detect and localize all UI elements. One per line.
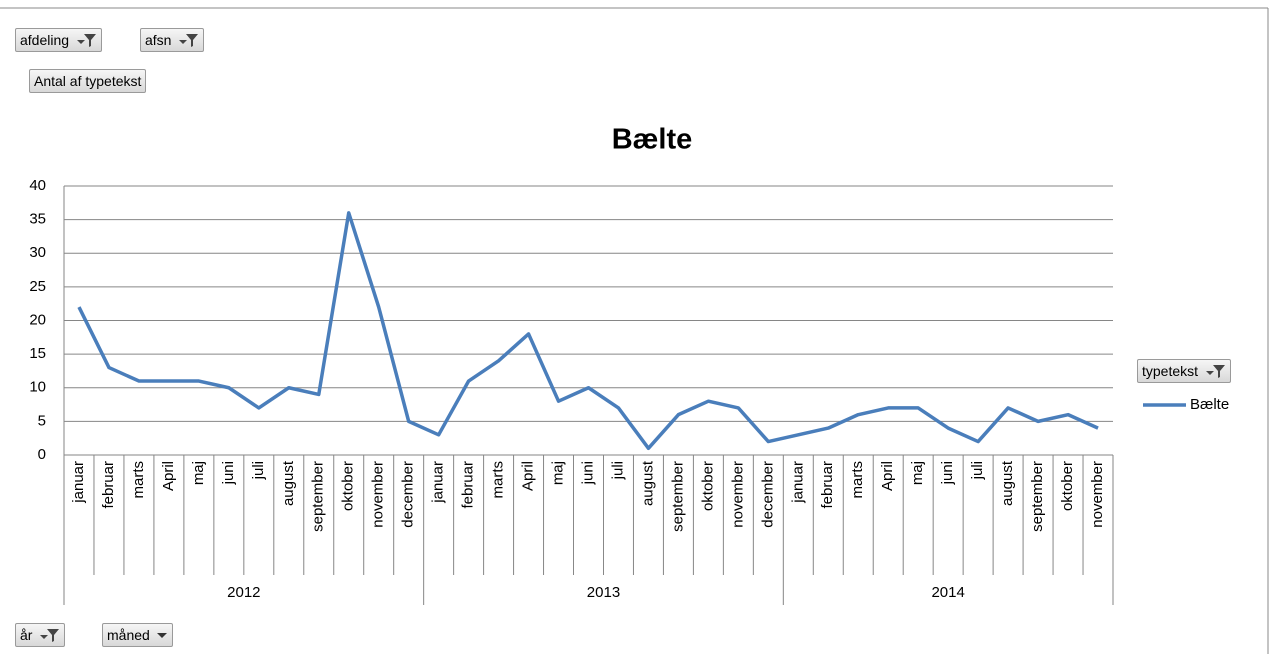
button-label: Antal af typetekst xyxy=(34,73,142,89)
dropdown-icon xyxy=(156,633,167,638)
x-tick-label: december xyxy=(400,461,417,528)
x-tick-label: maj xyxy=(190,461,207,485)
x-tick-label: februar xyxy=(460,461,477,509)
x-tick-label: juni xyxy=(939,461,956,485)
x-tick-label: oktober xyxy=(340,461,357,511)
x-tick-label: juli xyxy=(250,461,267,480)
y-tick-label: 0 xyxy=(38,446,46,463)
legend-label: Bælte xyxy=(1190,396,1229,413)
x-tick-label: januar xyxy=(70,461,87,504)
filter-button[interactable]: afsn xyxy=(140,28,205,52)
group-label: 2014 xyxy=(931,584,964,601)
x-tick-label: september xyxy=(1029,461,1046,532)
filter-icon xyxy=(40,629,60,642)
y-tick-label: 30 xyxy=(29,244,46,261)
legend-field-button[interactable]: typetekst xyxy=(1137,359,1232,383)
x-tick-label: februar xyxy=(100,461,117,509)
y-tick-label: 35 xyxy=(29,211,46,228)
x-tick-label: november xyxy=(729,461,746,528)
x-tick-label: december xyxy=(759,461,776,528)
y-tick-label: 20 xyxy=(29,311,46,328)
chart-title: Bælte xyxy=(612,124,693,156)
axis-field-button[interactable]: måned xyxy=(102,623,173,647)
x-tick-label: august xyxy=(639,460,656,506)
button-label: måned xyxy=(107,627,150,643)
button-label: år xyxy=(20,627,33,643)
x-tick-label: April xyxy=(520,461,537,491)
x-tick-label: februar xyxy=(819,461,836,509)
x-tick-label: oktober xyxy=(1059,461,1076,511)
y-tick-label: 10 xyxy=(29,379,46,396)
x-tick-label: April xyxy=(160,461,177,491)
x-tick-label: maj xyxy=(909,461,926,485)
value-field-button[interactable]: Antal af typetekst xyxy=(29,69,147,93)
x-tick-label: marts xyxy=(490,461,507,499)
filter-button[interactable]: afdeling xyxy=(15,28,103,52)
data-line xyxy=(77,211,1099,451)
x-tick-label: April xyxy=(879,461,896,491)
filter-icon xyxy=(179,34,199,47)
y-tick-label: 25 xyxy=(29,278,46,295)
axis-field-button[interactable]: år xyxy=(15,623,66,647)
button-label: typetekst xyxy=(1142,363,1199,379)
y-tick-label: 15 xyxy=(29,345,46,362)
x-tick-label: oktober xyxy=(699,461,716,511)
group-label: 2012 xyxy=(227,584,260,601)
y-tick-label: 40 xyxy=(29,177,46,194)
x-tick-label: november xyxy=(1089,461,1106,528)
button-label: afsn xyxy=(145,32,172,48)
x-tick-label: januar xyxy=(789,461,806,504)
filter-icon xyxy=(1206,365,1226,378)
button-label: afdeling xyxy=(20,32,70,48)
group-label: 2013 xyxy=(587,584,620,601)
x-tick-label: juni xyxy=(579,461,596,485)
x-tick-label: marts xyxy=(130,461,147,499)
x-tick-label: januar xyxy=(430,461,447,504)
x-tick-label: september xyxy=(310,461,327,532)
filter-icon xyxy=(77,34,97,47)
x-tick-label: september xyxy=(669,461,686,532)
x-tick-label: juli xyxy=(609,461,626,480)
x-tick-label: juli xyxy=(969,461,986,480)
x-tick-label: august xyxy=(280,460,297,506)
y-tick-label: 5 xyxy=(38,412,46,429)
x-tick-label: november xyxy=(370,461,387,528)
x-tick-label: juni xyxy=(220,461,237,485)
x-tick-label: marts xyxy=(849,461,866,499)
x-tick-label: maj xyxy=(549,461,566,485)
x-tick-label: august xyxy=(999,460,1016,506)
